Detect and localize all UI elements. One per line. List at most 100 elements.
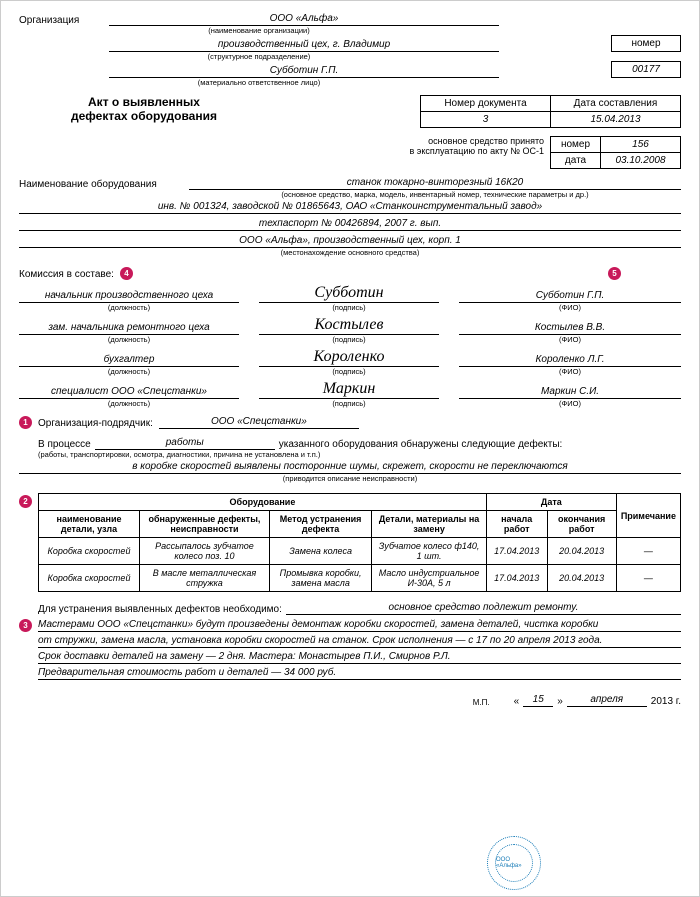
day: 15 [523, 694, 553, 707]
table-row: Коробка скоростейРассыпалось зубчатое ко… [39, 538, 681, 565]
footer-date: М.П. « 15 » апреля 2013 г. [19, 694, 681, 707]
resp-cap: (материально ответственное лицо) [19, 78, 499, 87]
cell: 20.04.2013 [547, 538, 616, 565]
th2: обнаруженные дефекты, неисправности [140, 511, 270, 538]
pos: бухгалтер [19, 354, 239, 367]
process-cap: (работы, транспортировки, осмотра, диагн… [38, 450, 681, 459]
cell: Коробка скоростей [39, 565, 140, 592]
process-value: работы [95, 437, 275, 450]
contractor-value: ООО «Спецстанки» [159, 416, 359, 429]
remedy-value: основное средство подлежит ремонту. [286, 602, 681, 615]
commission-header: Комиссия в составе: 4 5 [19, 267, 681, 280]
docdate-value: 15.04.2013 [551, 112, 681, 128]
org-label: Организация [19, 15, 109, 26]
stamp: ООО «Альфа» [487, 836, 541, 890]
commission-row: специалист ООО «Спецстанки» Маркин Марки… [19, 380, 681, 408]
org-value: ООО «Альфа» [109, 13, 499, 26]
fio: Субботин Г.П. [459, 290, 681, 303]
remedy-line3: Срок доставки деталей на замену — 2 дня.… [38, 651, 681, 664]
defects-cap: (приводится описание неисправности) [19, 474, 681, 483]
doc-box: Номер документа Дата составления 3 15.04… [420, 95, 681, 128]
equip-label: Наименование оборудования [19, 179, 189, 190]
remedy-label: Для устранения выявленных дефектов необх… [38, 604, 282, 615]
equip-cap: (основное средство, марка, модель, инвен… [189, 190, 681, 199]
marker-5: 5 [608, 267, 621, 280]
accept-date-value: 03.10.2008 [601, 153, 681, 169]
docdate-label: Дата составления [551, 96, 681, 112]
cell: 17.04.2013 [486, 538, 547, 565]
equip-line3: техпаспорт № 00426894, 2007 г. вып. [19, 218, 681, 231]
sign: Маркин [259, 380, 439, 399]
docnum-label: Номер документа [421, 96, 551, 112]
subdiv-row: производственный цех, г. Владимир номер [19, 35, 681, 52]
remedy-line2: от стружки, замена масла, установка коро… [38, 635, 681, 648]
defects-table: Оборудование Дата Примечание наименовани… [38, 493, 681, 592]
equip-line4: ООО «Альфа», производственный цех, корп.… [19, 235, 681, 248]
cell: Замена колеса [269, 538, 371, 565]
commission-row: бухгалтер Короленко Короленко Л.Г. (долж… [19, 348, 681, 376]
commission-row: зам. начальника ремонтного цеха Костылев… [19, 316, 681, 344]
th4: Детали, материалы на замену [372, 511, 487, 538]
th3: Метод устранения дефекта [269, 511, 371, 538]
cell: В масле металлическая стружка [140, 565, 270, 592]
month: апреля [567, 694, 647, 707]
num-value: 00177 [611, 61, 681, 78]
th6: окончания работ [547, 511, 616, 538]
table-row: Коробка скоростейВ масле металлическая с… [39, 565, 681, 592]
equip-row: Наименование оборудования станок токарно… [19, 177, 681, 190]
title-block: Акт о выявленных дефектах оборудования Н… [19, 95, 681, 128]
accept-date-label: дата [551, 153, 601, 169]
contractor-label: Организация-подрядчик: [38, 418, 153, 429]
remedy-row: Для устранения выявленных дефектов необх… [19, 602, 681, 615]
th-note: Примечание [616, 494, 680, 538]
equip-line2: инв. № 001324, заводской № 01865643, ОАО… [19, 201, 681, 214]
accept-block: основное средство принято в эксплуатацию… [19, 136, 681, 169]
cell: — [616, 538, 680, 565]
pos: специалист ООО «Спецстанки» [19, 386, 239, 399]
equip-line4-cap: (местонахождение основного средства) [19, 248, 681, 257]
cell: Промывка коробки, замена масла [269, 565, 371, 592]
th5: начала работ [486, 511, 547, 538]
pos: начальник производственного цеха [19, 290, 239, 303]
q2: » [557, 696, 563, 707]
cell: Рассыпалось зубчатое колесо поз. 10 [140, 538, 270, 565]
equip-value: станок токарно-винторезный 16К20 [189, 177, 681, 190]
th-date: Дата [486, 494, 616, 511]
org-cap: (наименование организации) [19, 26, 499, 35]
contractor-row: 1 Организация-подрядчик: ООО «Спецстанки… [19, 416, 681, 429]
pos: зам. начальника ремонтного цеха [19, 322, 239, 335]
resp-row: Субботин Г.П. 00177 [19, 61, 681, 78]
th1: наименование детали, узла [39, 511, 140, 538]
subdiv-value: производственный цех, г. Владимир [109, 39, 499, 52]
cell: 20.04.2013 [547, 565, 616, 592]
mp: М.П. [473, 698, 490, 707]
commission-row: начальник производственного цеха Субботи… [19, 284, 681, 312]
commission-label: Комиссия в составе: [19, 269, 114, 280]
docnum-value: 3 [421, 112, 551, 128]
title-line2: дефектах оборудования [19, 109, 269, 123]
sign: Костылев [259, 316, 439, 335]
cell: 17.04.2013 [486, 565, 547, 592]
marker-4: 4 [120, 267, 133, 280]
cell: Зубчатое колесо ф140, 1 шт. [372, 538, 487, 565]
process-row: В процессе работы указанного оборудовани… [19, 437, 681, 450]
commission-rows: начальник производственного цеха Субботи… [19, 284, 681, 408]
num-label: номер [611, 35, 681, 52]
accept-text1: основное средство принято [409, 136, 544, 146]
stamp-text: ООО «Альфа» [495, 844, 533, 882]
year: 2013 г. [651, 696, 681, 707]
process-prefix: В процессе [38, 439, 91, 450]
th-equip: Оборудование [39, 494, 487, 511]
fio: Короленко Л.Г. [459, 354, 681, 367]
sign: Короленко [259, 348, 439, 367]
marker-1: 1 [19, 416, 32, 429]
accept-num-value: 156 [601, 137, 681, 153]
fio: Маркин С.И. [459, 386, 681, 399]
resp-value: Субботин Г.П. [109, 65, 499, 78]
subdiv-cap: (структурное подразделение) [19, 52, 499, 61]
remedy-line4: Предварительная стоимость работ и детале… [38, 667, 681, 680]
marker-3: 3 [19, 619, 32, 632]
marker-2: 2 [19, 495, 32, 508]
remedy-lines: 3 Мастерами ООО «Спецстанки» будут произ… [19, 619, 681, 632]
org-row: Организация ООО «Альфа» [19, 13, 681, 26]
